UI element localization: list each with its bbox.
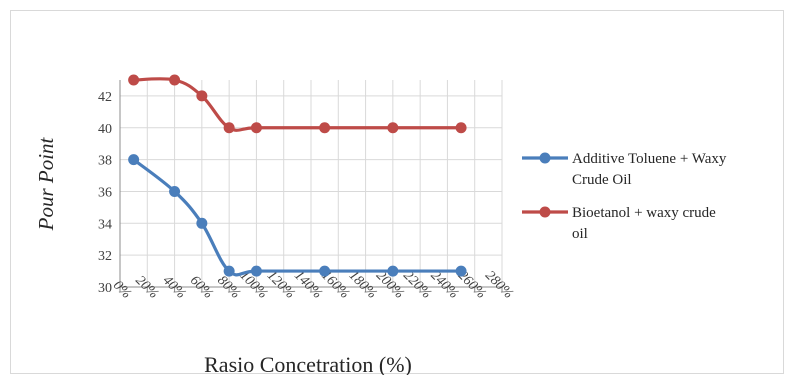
series-group: [128, 74, 467, 277]
data-point: [169, 185, 181, 197]
y-axis-title: Pour Point: [34, 136, 58, 231]
data-point: [128, 154, 140, 166]
y-tick-label: 32: [98, 249, 112, 264]
x-tick-label: 220%: [400, 268, 434, 302]
legend-label: Additive Toluene + Waxy: [572, 151, 727, 167]
data-point: [196, 90, 208, 102]
legend-marker: [539, 206, 551, 218]
data-point: [319, 122, 331, 134]
y-tick-labels: 30 32 34 36 38 40 42: [98, 90, 112, 296]
chart-frame: [10, 10, 784, 374]
x-tick-label: 20%: [132, 273, 161, 302]
data-point: [387, 122, 399, 134]
data-point: [250, 265, 262, 277]
series-line-1: [132, 158, 463, 277]
y-tick-label: 38: [98, 154, 112, 169]
x-tick-label: 280%: [482, 268, 516, 302]
series-line-2: [132, 77, 463, 132]
data-point: [223, 265, 235, 277]
x-tick-label: 180%: [346, 268, 380, 302]
y-tick-label: 42: [98, 90, 112, 105]
axes: [119, 80, 503, 292]
data-point: [455, 122, 467, 134]
data-point: [223, 122, 235, 134]
y-tick-label: 34: [98, 217, 112, 232]
data-point: [387, 265, 399, 277]
gridlines: [119, 80, 503, 288]
data-point: [169, 74, 181, 86]
y-tick-label: 36: [98, 185, 112, 200]
legend: Additive Toluene + Waxy Crude Oil Bioetano…: [522, 151, 727, 242]
legend-label: oil: [572, 226, 588, 242]
y-tick-label: 30: [98, 281, 112, 296]
data-point: [128, 74, 140, 86]
data-point: [196, 217, 208, 229]
y-tick-label: 40: [98, 122, 112, 137]
data-point: [455, 265, 467, 277]
data-point: [250, 122, 262, 134]
x-axis-title: Rasio Concetration (%): [204, 352, 412, 375]
legend-marker: [539, 152, 551, 164]
x-tick-label: 60%: [187, 273, 216, 302]
x-tick-label: 120%: [264, 268, 298, 302]
x-tick-label: 40%: [160, 273, 189, 302]
x-tick-labels: 0%20%40%60%80%100%120%140%160%180%200%22…: [110, 268, 516, 302]
legend-label: Bioetanol + waxy crude: [572, 205, 716, 221]
legend-label: Crude Oil: [572, 172, 632, 188]
data-point: [319, 265, 331, 277]
x-tick-label: 0%: [110, 278, 134, 302]
